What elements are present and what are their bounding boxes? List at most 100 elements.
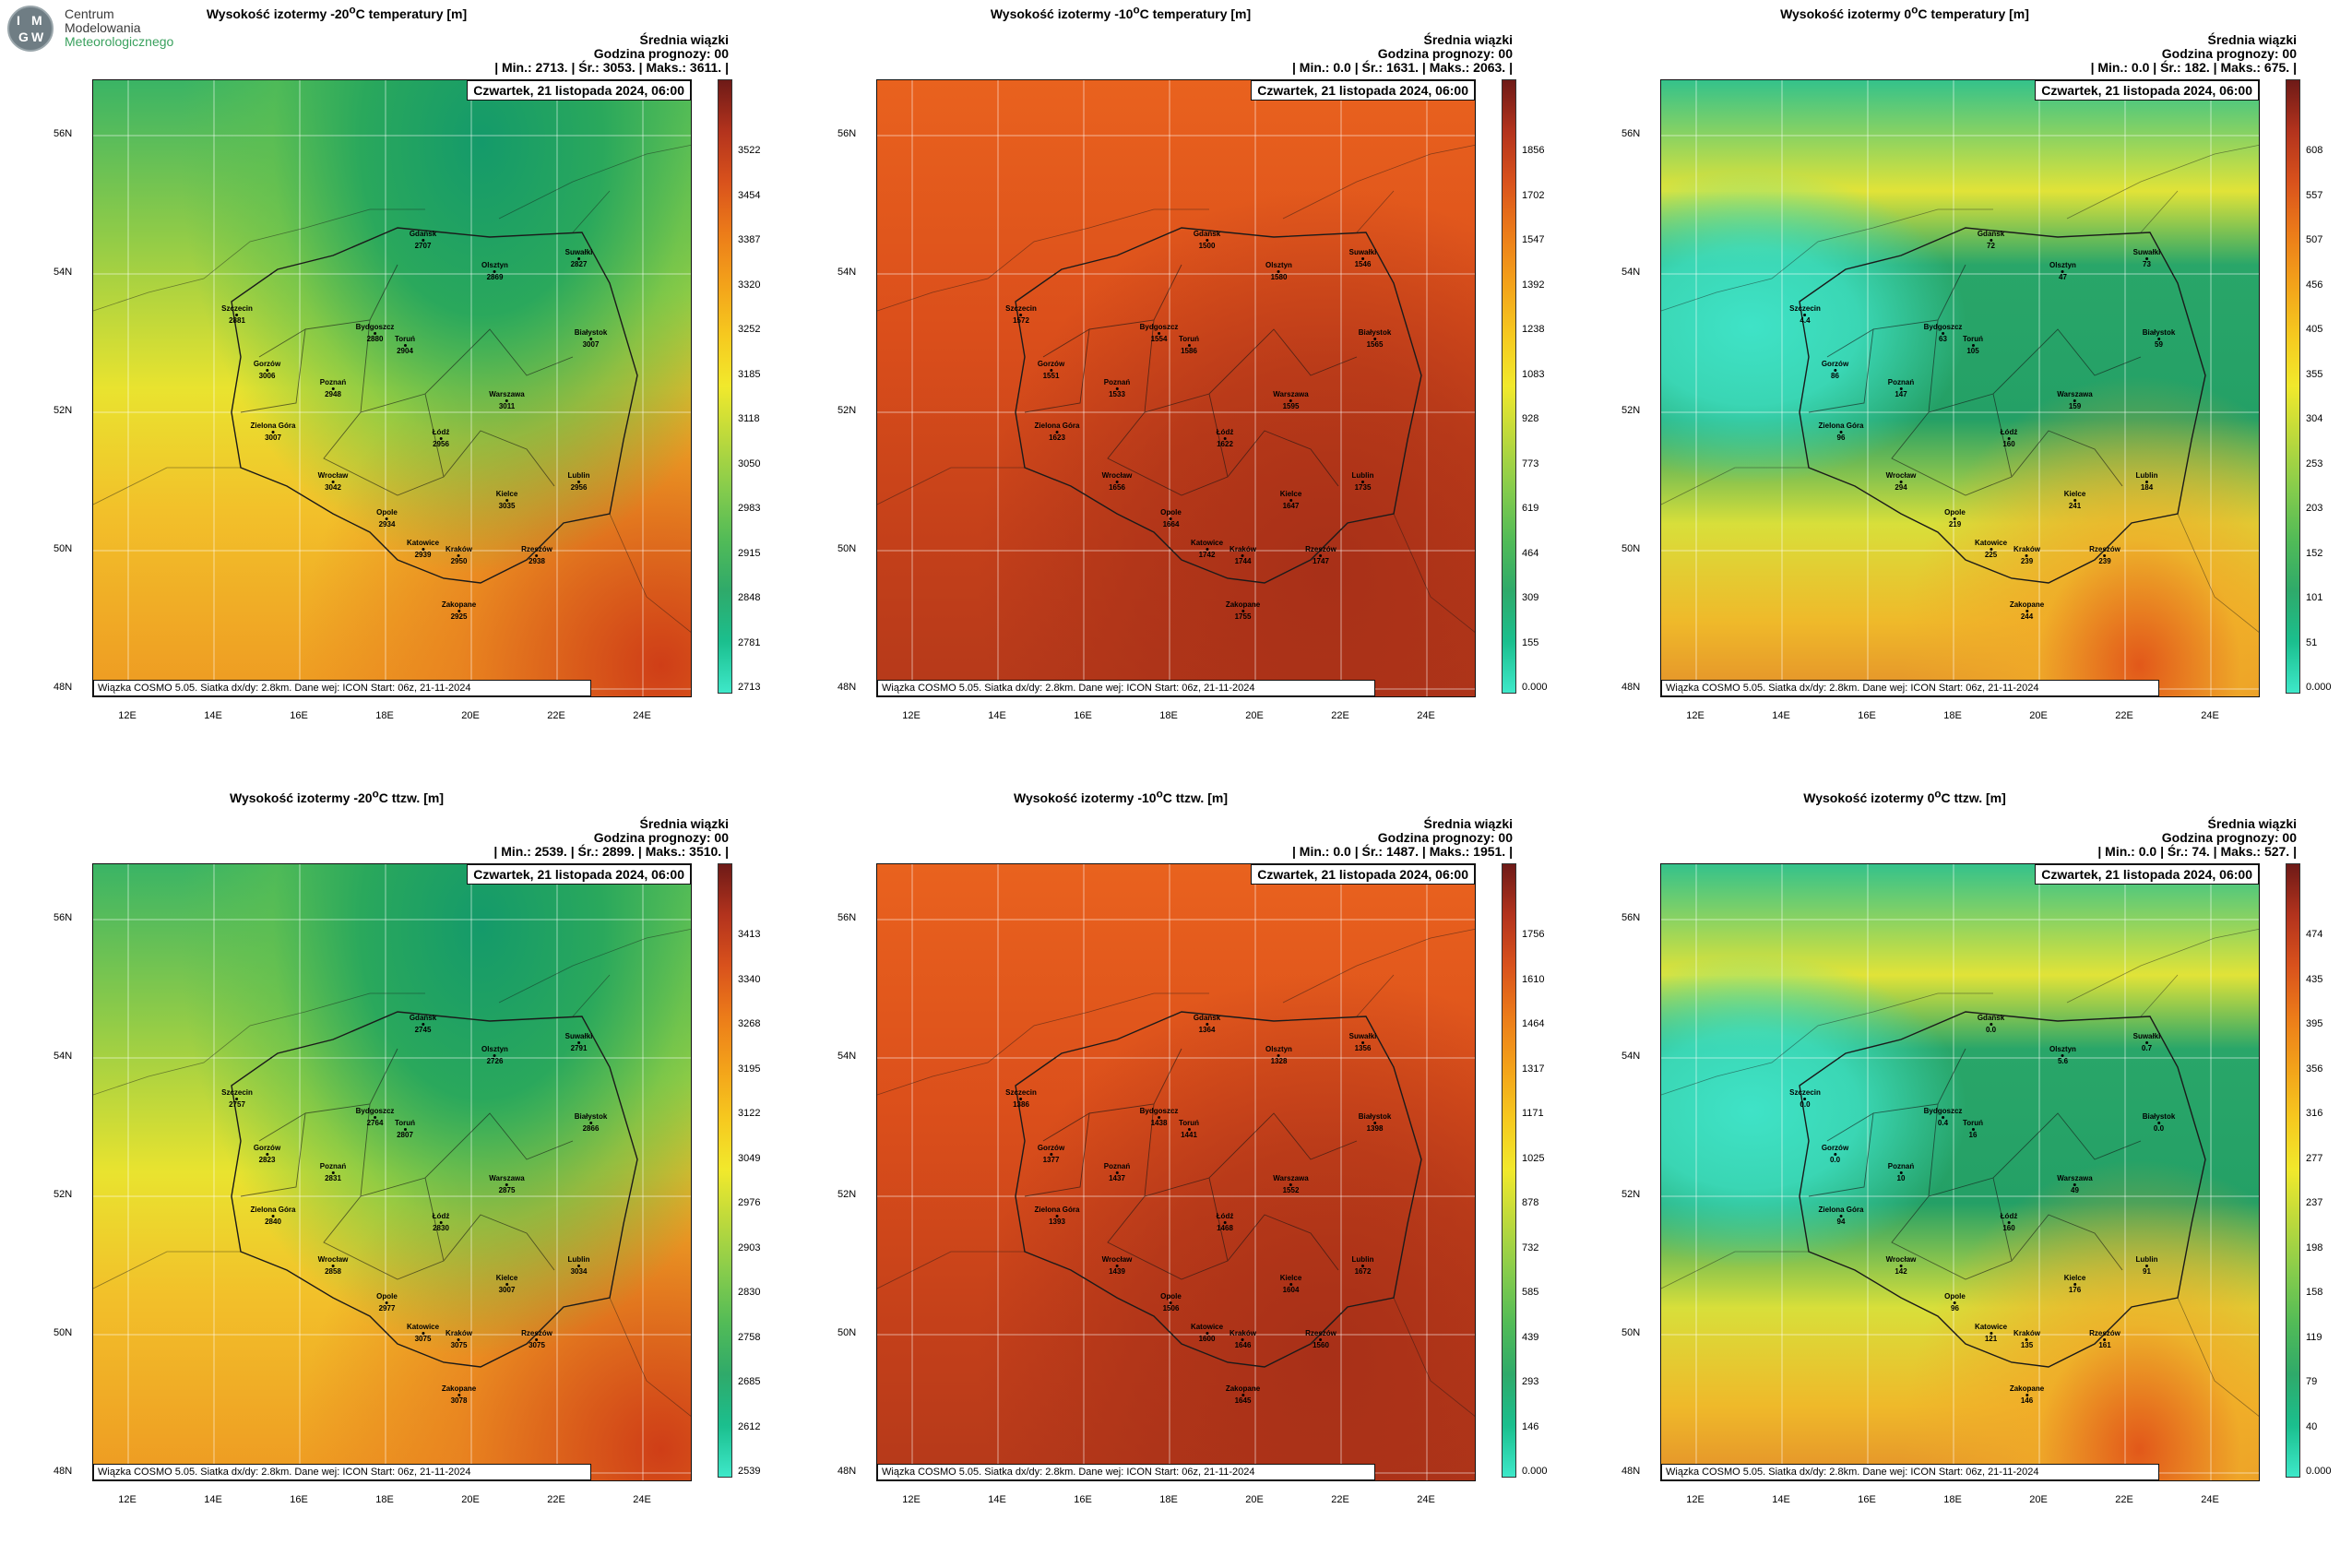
city-marker: Opole 219 <box>1944 508 1966 529</box>
city-dot <box>1899 1171 1903 1174</box>
city-dot <box>1289 1282 1292 1286</box>
city-name: Poznań <box>1103 1162 1131 1170</box>
city-marker: Kraków 239 <box>2013 545 2040 566</box>
city-name: Suwałki <box>1348 248 1377 257</box>
city-value: 1580 <box>1270 272 1288 281</box>
city-dot <box>1899 480 1903 483</box>
latitude-label: 52N <box>53 405 73 416</box>
city-dot <box>1050 368 1052 372</box>
city-value: 1744 <box>1234 556 1252 565</box>
city-marker: Szczecin 0.0 <box>1789 1088 1821 1110</box>
city-marker: Zakopane 1755 <box>1226 600 1260 622</box>
city-marker: Wrocław 2858 <box>318 1255 349 1277</box>
city-value: 1533 <box>1109 390 1125 398</box>
latitude-label: 56N <box>837 128 857 139</box>
city-name: Rzeszów <box>2089 544 2120 553</box>
logo-line-3: Meteorologicznego <box>65 34 174 49</box>
city-marker: Bydgoszcz 0.4 <box>1924 1107 1963 1128</box>
city-value: 219 <box>1948 519 1962 529</box>
city-dot <box>1206 1332 1208 1336</box>
city-name: Gdańsk <box>1193 230 1221 239</box>
city-marker: Poznań 1437 <box>1104 1162 1130 1183</box>
longitude-label: 22E <box>2115 710 2133 721</box>
city-name: Lublin <box>2135 1254 2158 1264</box>
city-value: 241 <box>2068 501 2082 510</box>
city-marker: Kraków 2950 <box>445 545 472 566</box>
city-value: 2791 <box>570 1044 588 1053</box>
map-area: Gdańsk 72 Olsztyn 47 Suwałki 73 Szczecin 4.4 Byd… <box>1660 79 2260 697</box>
poland-border <box>1015 1011 1422 1368</box>
city-marker: Poznań 1533 <box>1104 378 1130 399</box>
longitude-label: 24E <box>1417 1494 1435 1505</box>
city-marker: Kielce 3007 <box>496 1274 518 1295</box>
city-value: 146 <box>2020 1396 2034 1406</box>
city-dot <box>1990 548 1992 552</box>
colorbar-label: 1317 <box>1522 1063 1545 1075</box>
city-value: 1377 <box>1042 1155 1060 1164</box>
map-area: Gdańsk 1364 Olsztyn 1328 Suwałki 1356 Szczecin… <box>876 863 1476 1481</box>
city-name: Łódź <box>432 1211 450 1220</box>
city-name: Kraków <box>445 544 472 553</box>
longitude-label: 24E <box>633 710 651 721</box>
city-dot <box>1157 331 1160 335</box>
city-dot <box>1990 1332 1992 1336</box>
longitude-label: 14E <box>204 710 222 721</box>
poland-border <box>1015 227 1422 584</box>
city-dot <box>1289 498 1292 502</box>
city-dot <box>1953 1301 1956 1304</box>
city-name: Katowice <box>1190 1323 1224 1332</box>
city-value: 105 <box>1966 347 1979 356</box>
map-panel-2: Wysokość izotermy -10oC temperatury [m] Ś… <box>784 0 1568 784</box>
city-marker: Wrocław 1656 <box>1102 471 1133 493</box>
colorbar-label: 237 <box>2306 1197 2323 1208</box>
city-dot <box>1971 1128 1975 1132</box>
date-box: Czwartek, 21 listopada 2024, 06:00 <box>1251 80 1475 101</box>
city-value: 0.0 <box>2153 1124 2165 1134</box>
city-dot <box>331 480 335 483</box>
city-dot <box>1157 1115 1160 1119</box>
city-value: 1551 <box>1042 371 1060 380</box>
city-name: Zakopane <box>2009 600 2045 610</box>
city-marker: Olsztyn 2869 <box>481 261 508 282</box>
city-marker: Warszawa 1595 <box>1273 390 1308 411</box>
colorbar-label: 146 <box>1522 1420 1539 1432</box>
city-dot <box>1019 1097 1023 1100</box>
longitude-label: 20E <box>2029 1494 2048 1505</box>
city-value: 1437 <box>1109 1174 1125 1182</box>
city-value: 96 <box>1951 1303 1959 1313</box>
latitude-label: 56N <box>53 128 73 139</box>
colorbar-label: 3340 <box>738 973 761 985</box>
city-name: Białystok <box>2142 1112 2176 1122</box>
colorbar-label: 507 <box>2306 234 2323 245</box>
latitude-label: 56N <box>53 912 73 923</box>
city-name: Katowice <box>406 1323 440 1332</box>
city-value: 1747 <box>1313 556 1329 565</box>
colorbar-label: 3413 <box>738 929 761 940</box>
city-dot <box>1206 239 1208 243</box>
city-name: Szczecin <box>221 303 253 313</box>
city-value: 0.7 <box>2141 1044 2153 1053</box>
logo-line-1: Centrum <box>65 6 114 21</box>
map-overlay <box>1661 864 2259 1480</box>
city-value: 135 <box>2020 1340 2034 1349</box>
city-name: Szczecin <box>1789 1087 1821 1097</box>
colorbar-label: 253 <box>2306 457 2323 469</box>
city-dot <box>1372 1122 1376 1125</box>
city-dot <box>1839 430 1843 434</box>
city-value: 3011 <box>498 402 516 411</box>
model-info-box: Wiązka COSMO 5.05. Siatka dx/dy: 2.8km. … <box>877 1464 1375 1480</box>
city-dot <box>1899 387 1903 390</box>
city-value: 2939 <box>414 551 432 560</box>
city-value: 121 <box>1984 1335 1998 1344</box>
longitude-label: 20E <box>1245 1494 1264 1505</box>
city-marker: Zakopane 3078 <box>442 1384 476 1406</box>
city-marker: Poznań 147 <box>1888 378 1914 399</box>
city-marker: Katowice 1742 <box>1191 539 1223 560</box>
city-name: Toruń <box>394 335 416 344</box>
city-value: 3075 <box>414 1335 432 1344</box>
longitude-label: 22E <box>1331 710 1349 721</box>
city-value: 1386 <box>1013 1099 1029 1109</box>
poland-border <box>1799 227 2206 584</box>
city-value: 73 <box>2143 260 2151 269</box>
map-overlay <box>877 80 1475 696</box>
